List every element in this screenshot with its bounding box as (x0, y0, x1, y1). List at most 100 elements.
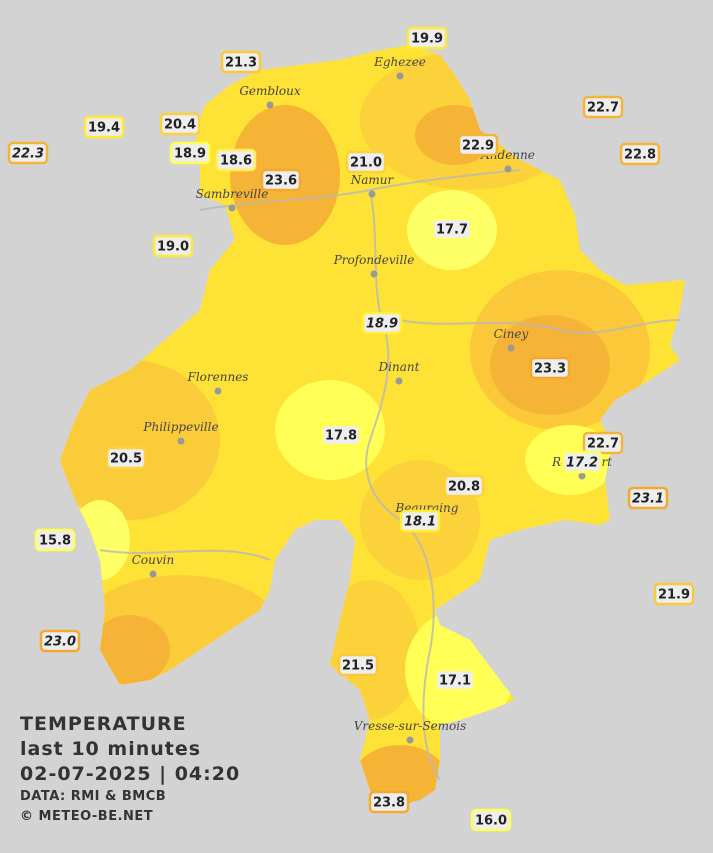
station-box (653, 582, 695, 606)
station-box (443, 474, 485, 498)
station-value: 22.7 (587, 437, 619, 452)
city-label: Vresse-sur-Semois (354, 719, 467, 733)
river (399, 319, 681, 334)
station-value: 23.6 (265, 174, 297, 189)
station-box (399, 509, 441, 533)
station: 18.6 (215, 148, 257, 172)
station-box (152, 234, 194, 258)
station-box (169, 141, 211, 165)
station: 22.9 (457, 133, 499, 157)
city-label: Florennes (187, 370, 249, 384)
field-zone (320, 580, 420, 720)
station-box (431, 217, 473, 241)
station-box (368, 790, 410, 814)
station-box (337, 653, 379, 677)
station: 18.1 (399, 509, 441, 533)
station-box (434, 668, 476, 692)
city-label: Philippeville (142, 420, 218, 434)
station-box (582, 431, 624, 455)
station-box (529, 356, 571, 380)
city-dot (578, 472, 586, 480)
station: 18.9 (169, 141, 211, 165)
station: 15.8 (34, 528, 76, 552)
station: 20.8 (443, 474, 485, 498)
city-dot (149, 570, 157, 578)
station-value: 23.0 (44, 635, 76, 650)
station-box (582, 95, 624, 119)
city-dot (266, 101, 274, 109)
station: 19.9 (406, 26, 448, 50)
station: 22.7 (582, 431, 624, 455)
station-value: 17.2 (566, 456, 598, 471)
station-box (320, 423, 362, 447)
station-value: 21.3 (225, 56, 257, 71)
station: 23.0 (39, 629, 81, 653)
station-box (220, 50, 262, 74)
station-value: 21.5 (342, 659, 374, 674)
subtitle: last 10 minutes (20, 738, 202, 760)
station-value: 18.1 (404, 515, 436, 530)
field-zone (60, 360, 220, 520)
station-value: 17.1 (439, 674, 471, 689)
station-value: 22.9 (462, 139, 494, 154)
station: 22.3 (7, 141, 49, 165)
station-value: 19.4 (88, 121, 120, 136)
city-dot (368, 190, 376, 198)
data-source: DATA: RMI & BMCB (20, 789, 167, 804)
river (399, 519, 441, 781)
city-dot (507, 344, 515, 352)
station-value: 16.0 (475, 814, 507, 829)
station-value: 19.0 (157, 240, 189, 255)
station: 19.4 (83, 115, 125, 139)
city-dot (406, 736, 414, 744)
station-value: 20.5 (110, 452, 142, 467)
city-dot (396, 72, 404, 80)
station-box (105, 446, 147, 470)
city-label: Dinant (378, 360, 420, 374)
station: 22.8 (619, 142, 661, 166)
station-box (7, 141, 49, 165)
station-value: 20.4 (164, 118, 196, 133)
station: 17.1 (434, 668, 476, 692)
city-dot (214, 387, 222, 395)
stations: 19.9 21.3 22.7 19.4 20.4 22.3 18.9 18.6 23.6 21.0… (7, 26, 695, 832)
station-value: 23.3 (534, 362, 566, 377)
station: 23.8 (368, 790, 410, 814)
station-box (627, 486, 669, 510)
city-label: Ciney (494, 327, 529, 341)
city-label: Sambreville (196, 187, 269, 201)
station-value: 21.9 (658, 588, 690, 603)
station-box (159, 112, 201, 136)
station-box (215, 148, 257, 172)
city-label: Namur (350, 173, 395, 187)
station: 23.1 (627, 486, 669, 510)
credit: © METEO-BE.NET (20, 809, 154, 824)
station-box (260, 168, 302, 192)
station-box (345, 150, 387, 174)
station: 21.3 (220, 50, 262, 74)
field-zone (70, 500, 130, 580)
station-value: 15.8 (39, 534, 71, 549)
station-box (457, 133, 499, 157)
city-label: Couvin (132, 553, 174, 567)
station-value: 22.7 (587, 101, 619, 116)
station-value: 18.9 (174, 147, 206, 162)
field-zone (90, 615, 170, 685)
station: 21.0 (345, 150, 387, 174)
river (99, 549, 271, 561)
timestamp: 02-07-2025 | 04:20 (20, 763, 241, 785)
city-dot (395, 377, 403, 385)
station: 17.8 (320, 423, 362, 447)
city-label: Profondeville (333, 253, 415, 267)
station-value: 18.9 (366, 317, 398, 332)
river (365, 189, 401, 521)
station: 20.5 (105, 446, 147, 470)
station-box (406, 26, 448, 50)
station-value: 21.0 (350, 156, 382, 171)
station: 17.7 (431, 217, 473, 241)
city-label: Eghezee (373, 55, 426, 69)
river (199, 169, 521, 211)
station: 20.4 (159, 112, 201, 136)
